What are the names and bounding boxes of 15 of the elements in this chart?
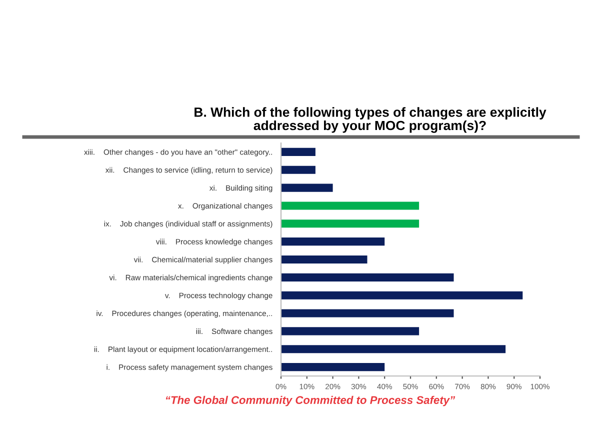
bar: [281, 166, 316, 174]
bar: [281, 220, 420, 228]
bar: [281, 184, 333, 192]
bar: [281, 327, 420, 336]
bar: [281, 238, 385, 246]
bar: [281, 309, 454, 318]
bar: [281, 291, 523, 300]
bar: [281, 202, 420, 210]
bar: [281, 255, 368, 264]
bar: [281, 148, 316, 156]
bar: [281, 345, 506, 354]
bar: [281, 273, 454, 282]
bar: [281, 363, 385, 372]
chart-title: B. Which of the following types of changes are explicitly addressed by your MOC program(s)?: [194, 107, 546, 133]
text: “The Global Community Committed to Process Safety”: [166, 396, 456, 406]
